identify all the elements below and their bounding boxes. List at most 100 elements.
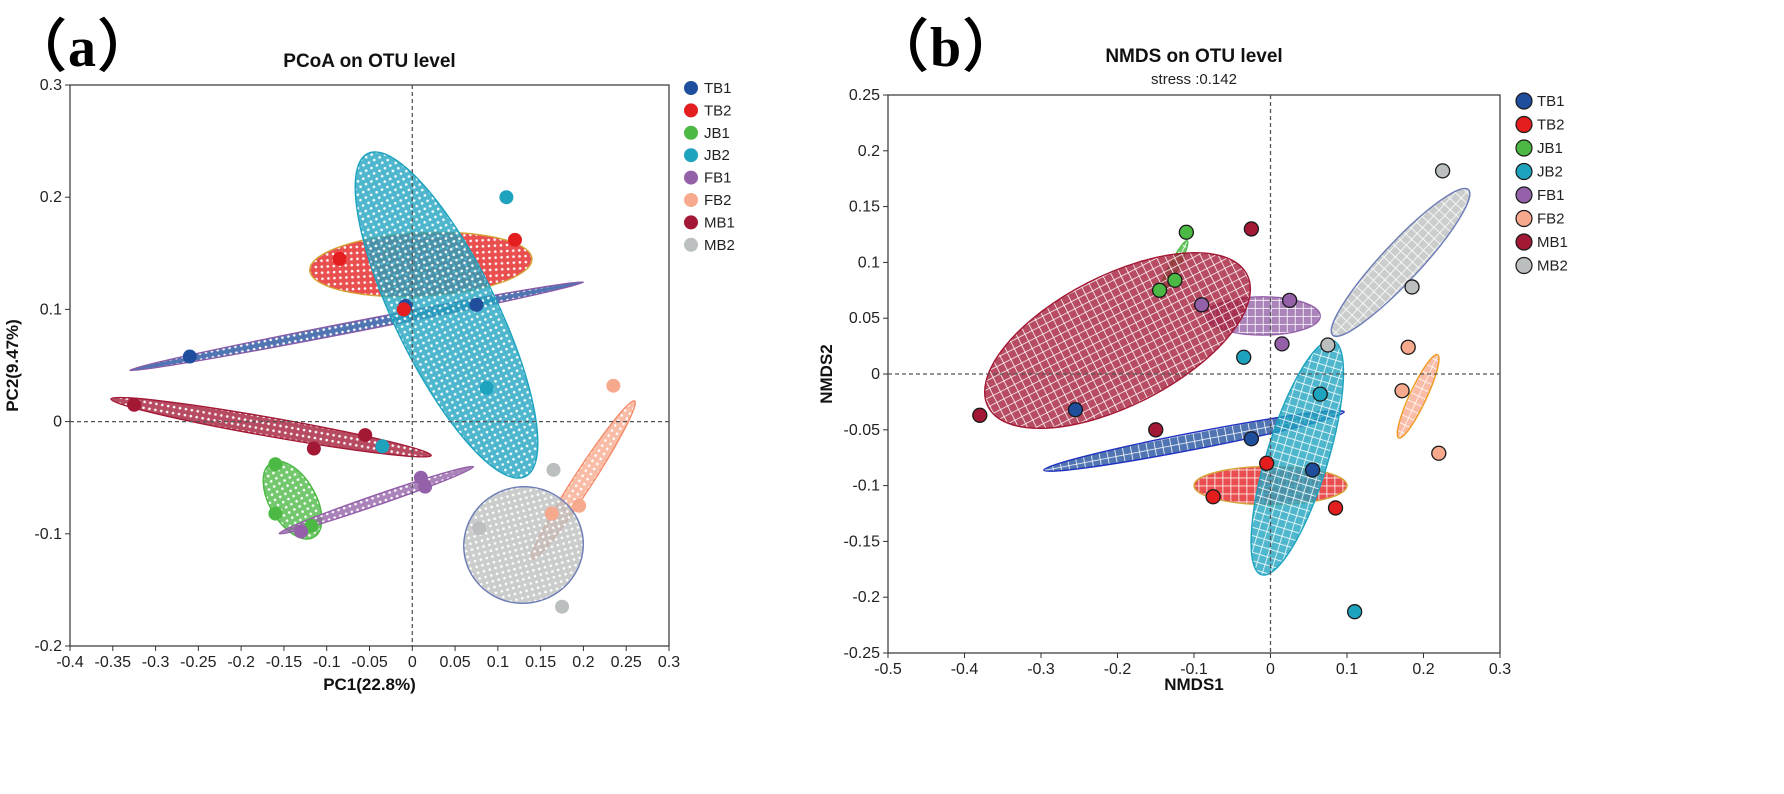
ellipse-texture [355, 151, 538, 479]
point-mb2 [472, 521, 487, 536]
y-tick-label: -0.2 [852, 589, 880, 606]
x-tick-label: 0 [1266, 661, 1275, 678]
point-jb1 [1151, 282, 1168, 298]
point-fb2 [1394, 383, 1410, 399]
x-tick-label: 0.1 [1336, 661, 1358, 678]
legend-label-tb2: TB2 [704, 102, 732, 119]
point-fb2 [1431, 445, 1447, 461]
point-mb1 [306, 441, 321, 456]
panel-label-a: （a） [10, 17, 156, 79]
x-tick-label: -0.35 [95, 654, 132, 671]
legend-swatch-tb2 [1515, 115, 1533, 134]
point-tb2 [507, 232, 522, 247]
legend-label-jb1: JB1 [1537, 140, 1563, 157]
nmds-chart: -0.5 -0.4 -0.3 -0.2 -0.1 0 0.1 0.2 0.3 -0.25 -0.2 -… [817, 46, 1568, 694]
point-mb2 [555, 599, 570, 614]
y-axis-label: PC2(9.47%) [3, 319, 22, 412]
legend-swatch-fb2 [684, 193, 698, 207]
ellipse-mb1 [110, 396, 432, 458]
x-tick-label: 0.2 [572, 654, 594, 671]
ellipse-outline [1043, 409, 1345, 472]
y-tick-label: 0.05 [849, 310, 880, 327]
y-tick-label: 0 [53, 414, 62, 431]
y-tick-label: -0.05 [844, 422, 881, 439]
point-fb1 [294, 524, 309, 539]
point-fb1 [1194, 297, 1210, 313]
chart-subtitle: stress :0.142 [1151, 71, 1237, 88]
x-tick-label: 0.15 [525, 654, 556, 671]
ellipse-jb1 [262, 460, 323, 540]
y-tick-label: -0.1 [852, 478, 880, 495]
point-jb2 [479, 380, 494, 395]
x-tick-label: -0.2 [227, 654, 255, 671]
legend-label-mb1: MB1 [1537, 234, 1568, 251]
legend-swatch-fb1 [684, 170, 698, 185]
ellipse-tb1 [1043, 409, 1345, 472]
legend-label-mb2: MB2 [704, 237, 735, 254]
legend-swatch-jb2 [684, 148, 698, 163]
legend-label-jb2: JB2 [1537, 164, 1563, 181]
legend-swatch-mb1 [1515, 233, 1533, 251]
point-tb1 [182, 349, 197, 364]
point-tb1 [1243, 431, 1260, 447]
point-mb1 [1243, 221, 1260, 237]
ellipse-outline [463, 486, 585, 605]
point-tb2 [396, 302, 411, 317]
ellipse-mb2 [1330, 187, 1471, 337]
x-tick-label: -0.4 [951, 661, 979, 678]
point-mb2 [546, 462, 561, 477]
y-tick-label: 0.15 [849, 199, 880, 216]
x-axis-label: PC1(22.8%) [323, 675, 416, 694]
point-tb1 [469, 297, 484, 312]
ellipse-jb2 [1250, 339, 1345, 576]
point-mb2 [1404, 279, 1420, 295]
y-tick-label: -0.1 [34, 526, 62, 543]
point-tb1 [1067, 402, 1084, 418]
x-tick-label: 0.3 [1489, 661, 1511, 678]
ellipse-outline [983, 252, 1252, 430]
y-tick-label: 0.1 [40, 301, 62, 318]
legend-label-fb1: FB1 [1537, 187, 1565, 204]
y-tick-label: -0.15 [844, 533, 881, 550]
y-tick-label: 0.1 [858, 254, 880, 271]
point-fb2 [1400, 339, 1416, 355]
legend-label-tb2: TB2 [1537, 117, 1565, 134]
ellipse-texture [984, 252, 1251, 429]
y-tick-label: -0.25 [844, 645, 881, 662]
ellipse-outline [1330, 187, 1471, 337]
point-jb2 [1236, 349, 1252, 365]
x-tick-label: 0.05 [440, 654, 471, 671]
ellipse-jb2 [354, 151, 539, 479]
x-tick-label: -0.3 [1027, 661, 1055, 678]
x-tick-label: -0.25 [180, 654, 217, 671]
ellipse-texture [1331, 188, 1470, 337]
point-mb2 [1320, 337, 1336, 353]
point-tb2 [332, 251, 347, 266]
point-jb2 [1347, 604, 1363, 620]
legend-swatch-jb2 [1515, 162, 1533, 181]
point-jb1 [1178, 224, 1194, 240]
y-tick-label: 0.2 [40, 189, 62, 206]
point-mb2 [1434, 163, 1451, 179]
legend-swatch-tb1 [1515, 92, 1533, 110]
point-jb1 [268, 506, 283, 521]
y-tick-label: 0.2 [858, 143, 880, 160]
y-tick-label: 0.3 [40, 77, 62, 94]
point-fb2 [606, 378, 621, 393]
x-tick-label: -0.2 [1104, 661, 1132, 678]
point-tb2 [1259, 455, 1275, 471]
point-jb2 [1312, 386, 1328, 402]
ellipse-texture [1397, 354, 1439, 439]
legend-label-mb1: MB1 [704, 214, 735, 231]
legend-label-jb1: JB1 [704, 125, 730, 142]
point-jb1 [1167, 272, 1183, 288]
ellipse-outline [354, 151, 539, 479]
point-jb2 [499, 190, 514, 205]
legend-swatch-mb2 [1515, 256, 1533, 275]
x-tick-label: -0.05 [351, 654, 388, 671]
legend-label-fb2: FB2 [1537, 211, 1565, 228]
point-tb2 [1205, 489, 1221, 505]
point-jb1 [304, 518, 319, 533]
point-mb1 [358, 428, 373, 443]
